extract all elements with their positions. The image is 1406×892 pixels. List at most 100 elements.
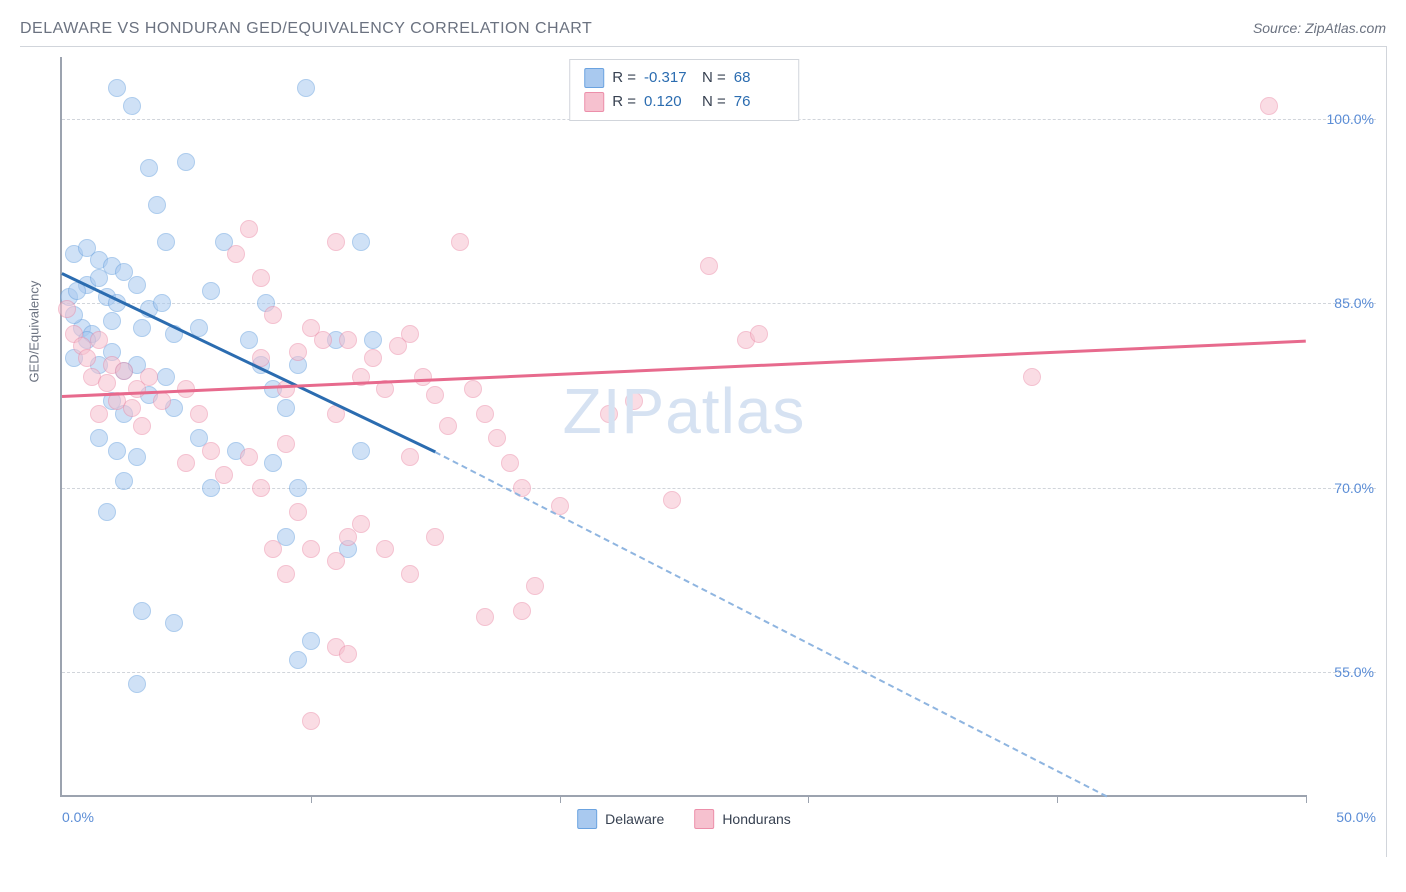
y-tick-label: 55.0%: [1334, 664, 1374, 680]
scatter-point: [1260, 97, 1278, 115]
x-tick: [1306, 795, 1307, 803]
scatter-point: [153, 294, 171, 312]
scatter-point: [103, 312, 121, 330]
scatter-point: [252, 269, 270, 287]
scatter-point: [108, 79, 126, 97]
y-tick-label: 70.0%: [1334, 480, 1374, 496]
scatter-point: [277, 435, 295, 453]
plot-area: GED/Equivalency ZIPatlas R = -0.317 N = …: [60, 57, 1306, 797]
scatter-point: [148, 196, 166, 214]
scatter-point: [364, 331, 382, 349]
scatter-point: [364, 349, 382, 367]
scatter-point: [202, 442, 220, 460]
correlation-legend: R = -0.317 N = 68 R = 0.120 N = 76: [569, 59, 799, 121]
scatter-point: [401, 565, 419, 583]
scatter-point: [289, 343, 307, 361]
scatter-point: [98, 503, 116, 521]
scatter-point: [252, 479, 270, 497]
scatter-point: [401, 448, 419, 466]
scatter-point: [314, 331, 332, 349]
scatter-point: [750, 325, 768, 343]
scatter-point: [58, 300, 76, 318]
scatter-point: [488, 429, 506, 447]
scatter-point: [289, 651, 307, 669]
scatter-point: [90, 405, 108, 423]
x-tick: [560, 795, 561, 803]
x-axis-min-label: 0.0%: [62, 809, 94, 825]
scatter-point: [123, 399, 141, 417]
scatter-point: [157, 233, 175, 251]
scatter-point: [78, 349, 96, 367]
scatter-point: [426, 386, 444, 404]
scatter-point: [439, 417, 457, 435]
scatter-point: [600, 405, 618, 423]
scatter-point: [327, 233, 345, 251]
scatter-point: [177, 454, 195, 472]
scatter-point: [277, 565, 295, 583]
scatter-point: [115, 362, 133, 380]
watermark: ZIPatlas: [563, 374, 806, 448]
scatter-point: [202, 282, 220, 300]
scatter-point: [264, 454, 282, 472]
x-tick: [311, 795, 312, 803]
scatter-point: [352, 515, 370, 533]
scatter-point: [90, 269, 108, 287]
scatter-point: [215, 466, 233, 484]
chart-source: Source: ZipAtlas.com: [1253, 20, 1386, 36]
scatter-point: [700, 257, 718, 275]
y-tick-label: 85.0%: [1334, 295, 1374, 311]
scatter-point: [240, 448, 258, 466]
scatter-point: [526, 577, 544, 595]
scatter-point: [376, 540, 394, 558]
scatter-point: [513, 602, 531, 620]
scatter-point: [401, 325, 419, 343]
scatter-point: [140, 368, 158, 386]
legend-item-delaware: Delaware: [577, 809, 664, 829]
scatter-point: [464, 380, 482, 398]
scatter-point: [625, 392, 643, 410]
scatter-point: [352, 442, 370, 460]
scatter-point: [289, 503, 307, 521]
scatter-point: [501, 454, 519, 472]
grid-line: [62, 672, 1376, 673]
scatter-point: [177, 153, 195, 171]
scatter-point: [663, 491, 681, 509]
scatter-point: [339, 331, 357, 349]
scatter-point: [302, 632, 320, 650]
scatter-point: [476, 608, 494, 626]
chart-container: GED/Equivalency ZIPatlas R = -0.317 N = …: [20, 46, 1387, 857]
scatter-point: [352, 233, 370, 251]
scatter-point: [264, 306, 282, 324]
legend-row-delaware: R = -0.317 N = 68: [584, 66, 784, 90]
scatter-point: [476, 405, 494, 423]
scatter-point: [190, 405, 208, 423]
scatter-point: [90, 331, 108, 349]
legend-item-hondurans: Hondurans: [694, 809, 791, 829]
scatter-point: [240, 331, 258, 349]
scatter-point: [128, 276, 146, 294]
scatter-point: [227, 245, 245, 263]
scatter-point: [277, 399, 295, 417]
swatch-pink-icon: [584, 92, 604, 112]
scatter-point: [339, 645, 357, 663]
scatter-point: [128, 448, 146, 466]
scatter-point: [123, 97, 141, 115]
scatter-point: [1023, 368, 1041, 386]
scatter-point: [302, 712, 320, 730]
y-axis-title: GED/Equivalency: [27, 281, 42, 383]
scatter-point: [153, 392, 171, 410]
scatter-point: [264, 540, 282, 558]
scatter-point: [240, 220, 258, 238]
scatter-point: [98, 374, 116, 392]
y-tick-label: 100.0%: [1327, 111, 1374, 127]
trend-line-extrapolated: [435, 451, 1108, 797]
x-tick: [1057, 795, 1058, 803]
scatter-point: [90, 429, 108, 447]
scatter-point: [128, 675, 146, 693]
scatter-point: [426, 528, 444, 546]
scatter-point: [108, 442, 126, 460]
swatch-blue-icon: [577, 809, 597, 829]
x-tick: [808, 795, 809, 803]
scatter-point: [115, 472, 133, 490]
chart-title: DELAWARE VS HONDURAN GED/EQUIVALENCY COR…: [20, 20, 592, 38]
